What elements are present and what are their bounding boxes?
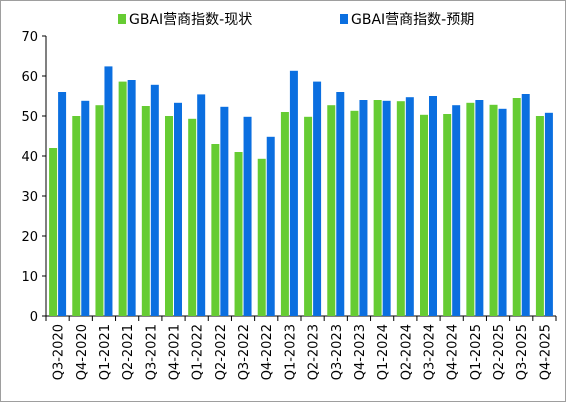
x-tick-label: Q1-2023 — [283, 324, 298, 380]
x-tick-label: Q3-2024 — [423, 324, 438, 380]
bar-current: GBAI营商指数-现状 Q4-2020: 50 — [72, 116, 81, 316]
legend: GBAI营商指数-现状 GBAI营商指数-预期 — [118, 12, 474, 28]
bar-expected: GBAI营商指数-预期 Q3-2024: 55 — [429, 96, 437, 316]
x-tick-label: Q1-2022 — [191, 324, 206, 380]
y-tick-label: 40 — [21, 150, 38, 165]
bar-current: GBAI营商指数-现状 Q1-2025: 53.3 — [466, 102, 475, 316]
bar-current: GBAI营商指数-现状 Q2-2023: 49.8 — [304, 116, 313, 316]
bar-expected: GBAI营商指数-预期 Q1-2023: 61.3 — [289, 70, 298, 316]
bar-expected: GBAI营商指数-预期 Q3-2020: 56 — [58, 92, 67, 316]
x-tick-labels: Q3-2020 Q4-2020 Q1-2021 Q2-2021 Q3-2021 Q4-20… — [52, 324, 554, 380]
bar-current: GBAI营商指数-现状 Q4-2023: 51.3 — [350, 110, 359, 316]
bar-current: GBAI营商指数-现状 Q1-2022: 49.3 — [188, 118, 197, 316]
bar-current: GBAI营商指数-现状 Q3-2024: 50.3 — [420, 114, 428, 316]
bar-current: GBAI营商指数-现状 Q4-2025: 50 — [535, 116, 544, 316]
bar-expected: GBAI营商指数-预期 Q3-2021: 57.8 — [150, 84, 159, 316]
x-tick-label: Q3-2021 — [144, 324, 159, 380]
x-tick-label: Q4-2021 — [168, 324, 183, 380]
bar-expected: GBAI营商指数-预期 Q2-2023: 58.6 — [313, 81, 322, 316]
bar-expected: GBAI营商指数-预期 Q4-2023: 54 — [359, 100, 368, 316]
bar-current: GBAI营商指数-现状 Q2-2022: 43 — [211, 144, 220, 316]
bar-current: GBAI营商指数-现状 Q4-2021: 50 — [165, 116, 173, 316]
bar-expected: GBAI营商指数-预期 Q3-2025: 55.5 — [521, 94, 530, 316]
bar-expected: GBAI营商指数-预期 Q1-2024: 53.8 — [382, 100, 391, 316]
x-tick-label: Q1-2025 — [469, 324, 484, 380]
bar-expected: GBAI营商指数-预期 Q1-2025: 54 — [475, 100, 484, 316]
x-tick-label: Q3-2022 — [237, 324, 252, 380]
bar-expected: GBAI营商指数-预期 Q2-2025: 51.8 — [498, 108, 507, 316]
bar-current: GBAI营商指数-现状 Q3-2022: 41 — [234, 152, 243, 316]
y-tick-label: 60 — [21, 70, 38, 85]
x-tick-label: Q1-2021 — [98, 324, 113, 380]
y-tick-label: 10 — [21, 270, 38, 285]
bar-expected: GBAI营商指数-预期 Q1-2022: 55.4 — [197, 94, 206, 317]
x-tick-label: Q4-2020 — [75, 324, 90, 380]
bar-expected: GBAI营商指数-预期 Q3-2022: 49.8 — [243, 116, 252, 316]
y-tick-label: 70 — [21, 30, 38, 45]
x-tick-label: Q2-2023 — [307, 324, 322, 380]
bar-expected: GBAI营商指数-预期 Q2-2024: 54.7 — [405, 97, 414, 316]
x-tick-label: Q3-2023 — [330, 324, 345, 380]
bars: GBAI营商指数-现状 Q3-2020: 42GBAI营商指数-预期 Q3-20… — [49, 66, 553, 317]
x-tick-label: Q1-2024 — [376, 324, 391, 380]
x-tick-label: Q2-2021 — [121, 324, 136, 380]
bar-current: GBAI营商指数-现状 Q4-2024: 50.5 — [443, 114, 452, 316]
bar-expected: GBAI营商指数-预期 Q4-2022: 44.8 — [266, 136, 275, 316]
bar-current: GBAI营商指数-现状 Q1-2024: 54 — [373, 100, 382, 316]
x-tick-label: Q3-2025 — [515, 324, 530, 380]
bar-expected: GBAI营商指数-预期 Q4-2025: 50.8 — [544, 112, 553, 316]
bar-current: GBAI营商指数-现状 Q2-2021: 58.6 — [118, 81, 127, 316]
x-tick-label: Q4-2024 — [446, 324, 461, 380]
bar-expected: GBAI营商指数-预期 Q1-2021: 62.4 — [104, 66, 113, 317]
x-tick-label: Q4-2022 — [260, 324, 275, 380]
bar-current: GBAI营商指数-现状 Q3-2023: 52.7 — [327, 105, 336, 316]
x-tick-label: Q3-2020 — [52, 324, 67, 380]
bar-current: GBAI营商指数-现状 Q2-2025: 52.8 — [489, 104, 498, 316]
y-tick-label: 30 — [21, 190, 38, 205]
bar-expected: GBAI营商指数-预期 Q4-2021: 53.3 — [174, 102, 182, 316]
bar-expected: GBAI营商指数-预期 Q3-2023: 56 — [336, 92, 345, 316]
bar-expected: GBAI营商指数-预期 Q2-2022: 52.3 — [220, 106, 229, 316]
y-tick-label: 50 — [21, 110, 38, 125]
bar-expected: GBAI营商指数-预期 Q2-2021: 59 — [127, 80, 136, 316]
bar-current: GBAI营商指数-现状 Q1-2023: 51 — [280, 112, 289, 316]
bar-current: GBAI营商指数-现状 Q1-2021: 52.7 — [95, 105, 104, 316]
x-tick-label: Q2-2022 — [214, 324, 229, 380]
bar-current: GBAI营商指数-现状 Q3-2021: 52.5 — [141, 106, 150, 316]
bar-current: GBAI营商指数-现状 Q3-2025: 54.5 — [512, 98, 521, 316]
legend-label-current: GBAI营商指数-现状 — [129, 12, 252, 28]
legend-swatch-current — [118, 14, 126, 24]
y-tick-label: 20 — [21, 230, 38, 245]
x-tick-label: Q4-2025 — [538, 324, 553, 380]
y-tick-label: 0 — [30, 310, 38, 325]
bar-current: GBAI营商指数-现状 Q3-2020: 42 — [49, 148, 58, 316]
x-tick-label: Q2-2025 — [492, 324, 507, 380]
bar-current: GBAI营商指数-现状 Q4-2022: 39.3 — [257, 158, 266, 316]
bar-expected: GBAI营商指数-预期 Q4-2024: 52.7 — [452, 105, 461, 316]
legend-swatch-expected — [340, 14, 348, 24]
bar-current: GBAI营商指数-现状 Q2-2024: 53.7 — [396, 101, 405, 316]
x-tick-label: Q4-2023 — [353, 324, 368, 380]
bar-expected: GBAI营商指数-预期 Q4-2020: 53.8 — [81, 100, 90, 316]
x-tick-label: Q2-2024 — [399, 324, 414, 380]
legend-label-expected: GBAI营商指数-预期 — [351, 12, 474, 28]
